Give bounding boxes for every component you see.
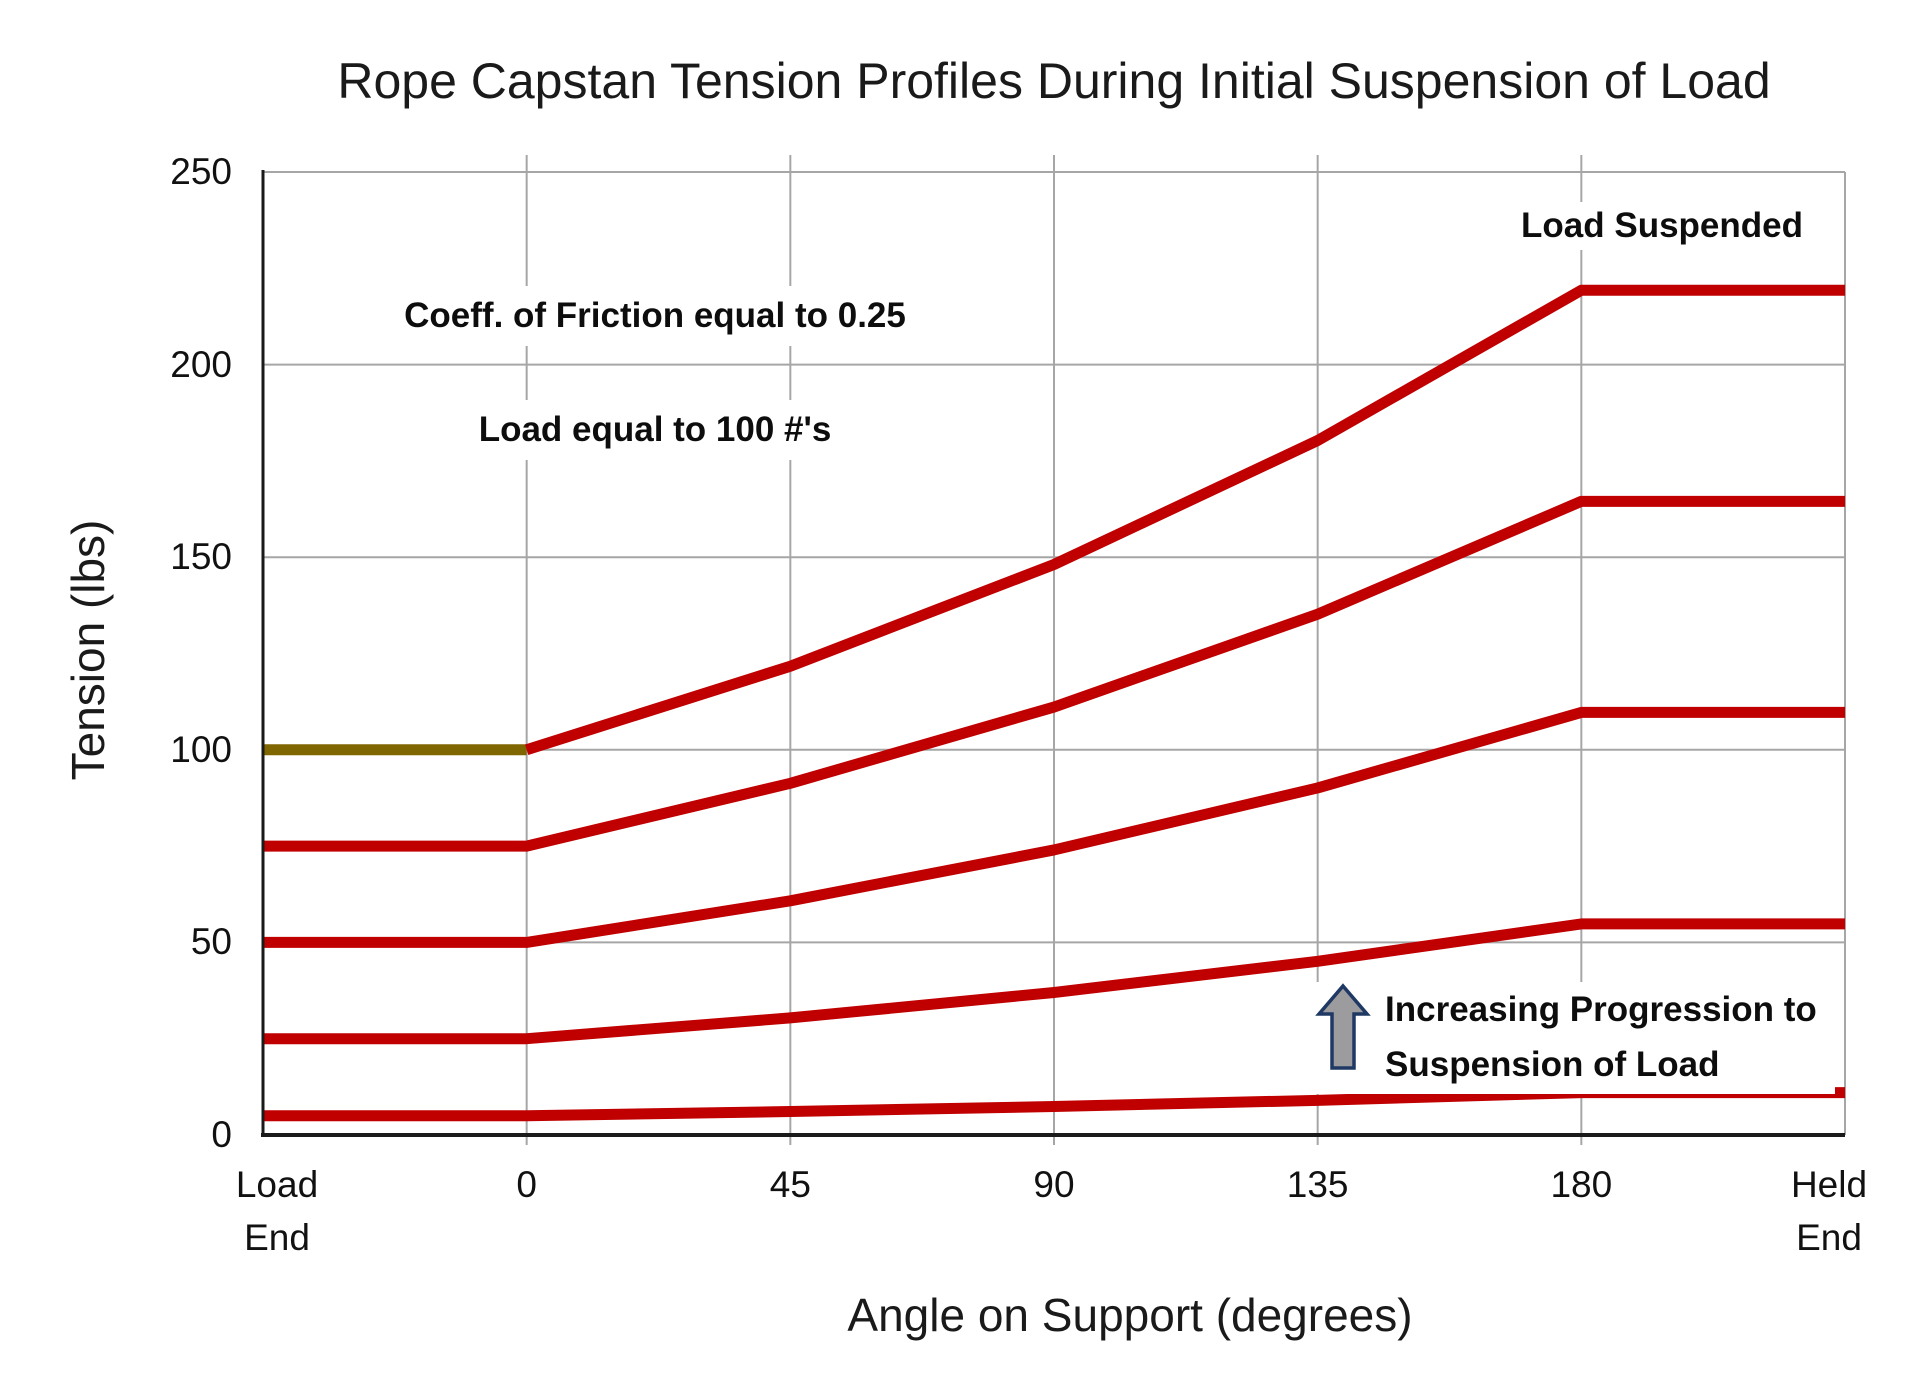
annotation-increasing-progression: Increasing Progression to Suspension of … (1303, 982, 1835, 1094)
up-arrow-shape (1315, 983, 1371, 1070)
y-tick-label-100: 100 (170, 728, 232, 770)
series-line-tension-profile-load-25 (263, 918, 1845, 1045)
x-axis-title: Angle on Support (degrees) (847, 1289, 1413, 1341)
y-tick-label-50: 50 (190, 921, 232, 963)
series-line-tension-profile-load-75 (263, 495, 1845, 852)
x-tick-label-45: 45 (769, 1164, 811, 1205)
x-tick-label-180: 180 (1550, 1164, 1613, 1205)
x-tick-label-135: 135 (1286, 1164, 1349, 1205)
x-tick-label-load-end: Load End (235, 1164, 319, 1258)
y-tick-label-250: 250 (170, 151, 232, 192)
annotation-load-suspended: Load Suspended (1490, 202, 1834, 250)
chart-title: Rope Capstan Tension Profiles During Ini… (337, 53, 1771, 109)
series-line-tension-profile-load-100 (525, 284, 1845, 756)
up-arrow-icon (1315, 983, 1371, 1070)
y-tick-label-0: 0 (211, 1114, 232, 1155)
annotation-load-value: Load equal to 100 #'s (333, 400, 977, 460)
annotation-coefficient-of-friction: Coeff. of Friction equal to 0.25 (333, 286, 977, 346)
series-line-tension-profile-load-50 (263, 706, 1845, 948)
x-tick-label-90: 90 (1033, 1164, 1075, 1205)
y-tick-label-200: 200 (170, 343, 232, 385)
x-tick-label-0: 0 (516, 1164, 537, 1205)
x-tick-label-held-end: Held End (1790, 1164, 1868, 1258)
y-tick-label-150: 150 (170, 536, 232, 578)
